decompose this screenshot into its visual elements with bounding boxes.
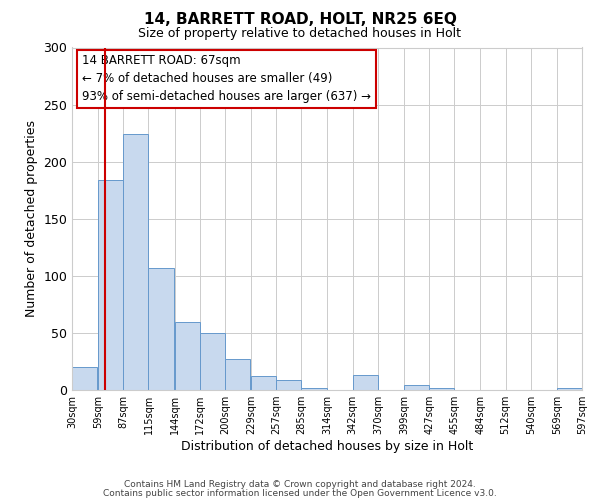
Text: Size of property relative to detached houses in Holt: Size of property relative to detached ho… bbox=[139, 28, 461, 40]
Bar bbox=[175, 322, 200, 390]
Bar bbox=[557, 388, 582, 390]
Bar bbox=[200, 333, 225, 390]
Text: 14, BARRETT ROAD, HOLT, NR25 6EQ: 14, BARRETT ROAD, HOLT, NR25 6EQ bbox=[143, 12, 457, 28]
Bar bbox=[301, 388, 326, 390]
Bar bbox=[123, 134, 148, 390]
Bar bbox=[429, 388, 454, 390]
Bar bbox=[353, 375, 378, 390]
Bar bbox=[251, 376, 276, 390]
Text: Contains HM Land Registry data © Crown copyright and database right 2024.: Contains HM Land Registry data © Crown c… bbox=[124, 480, 476, 489]
Y-axis label: Number of detached properties: Number of detached properties bbox=[25, 120, 38, 318]
Bar bbox=[404, 386, 429, 390]
Text: Contains public sector information licensed under the Open Government Licence v3: Contains public sector information licen… bbox=[103, 488, 497, 498]
Bar bbox=[98, 180, 123, 390]
Bar bbox=[148, 268, 173, 390]
Text: 14 BARRETT ROAD: 67sqm
← 7% of detached houses are smaller (49)
93% of semi-deta: 14 BARRETT ROAD: 67sqm ← 7% of detached … bbox=[82, 54, 371, 104]
Bar bbox=[276, 380, 301, 390]
Bar bbox=[72, 367, 97, 390]
X-axis label: Distribution of detached houses by size in Holt: Distribution of detached houses by size … bbox=[181, 440, 473, 453]
Bar bbox=[225, 359, 250, 390]
